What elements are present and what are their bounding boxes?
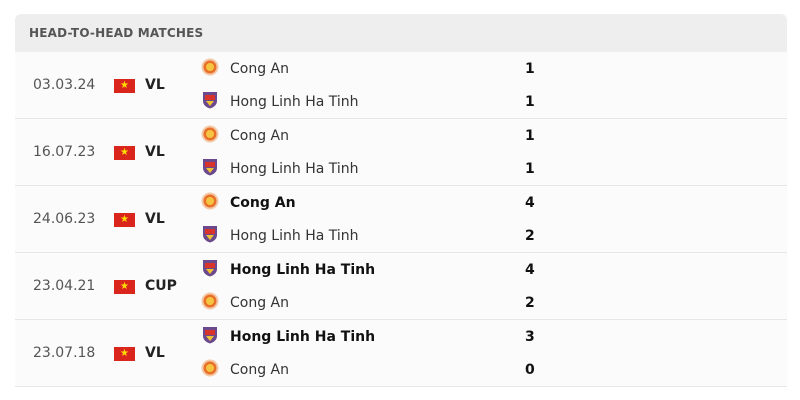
competition: CUP [145,278,177,294]
team-name: Cong An [230,60,290,77]
home-score: 4 [525,194,535,211]
match-date: 23.07.18 [33,345,96,361]
away-score: 2 [525,294,535,311]
match-row[interactable]: 03.03.24 ★ VL Cong An Hong Linh Ha Tinh 1… [15,52,787,119]
vietnam-flag-icon: ★ [114,146,135,160]
hong-linh-logo-icon [201,326,230,348]
team-away: Cong An [201,353,289,386]
team-name: Cong An [230,194,296,211]
home-score: 1 [525,127,535,144]
hong-linh-logo-icon [201,225,230,247]
team-name: Cong An [230,294,290,311]
home-score: 1 [525,60,535,77]
team-name: Hong Linh Ha Tinh [230,93,359,110]
team-away: Cong An [201,286,289,319]
hong-linh-logo-icon [201,91,230,113]
team-name: Hong Linh Ha Tinh [230,227,359,244]
team-away: Hong Linh Ha Tinh [201,85,359,118]
match-row[interactable]: 23.04.21 ★ CUP Hong Linh Ha Tinh Cong An … [15,253,787,320]
competition: VL [145,211,165,227]
cong-an-logo-icon [201,292,230,314]
team-home: Hong Linh Ha Tinh [201,253,375,286]
cong-an-logo-icon [201,125,230,147]
match-date: 03.03.24 [33,77,96,93]
team-name: Hong Linh Ha Tinh [230,261,376,278]
team-home: Cong An [201,186,296,219]
team-name: Cong An [230,127,290,144]
away-score: 0 [525,361,535,378]
match-row[interactable]: 24.06.23 ★ VL Cong An Hong Linh Ha Tinh 4… [15,186,787,253]
match-row[interactable]: 23.07.18 ★ VL Hong Linh Ha Tinh Cong An 3… [15,320,787,387]
match-date: 23.04.21 [33,278,96,294]
cong-an-logo-icon [201,192,230,214]
match-row[interactable]: 16.07.23 ★ VL Cong An Hong Linh Ha Tinh 1… [15,119,787,186]
away-score: 1 [525,160,535,177]
competition: VL [145,345,165,361]
team-home: Hong Linh Ha Tinh [201,320,375,353]
team-away: Hong Linh Ha Tinh [201,219,359,252]
hong-linh-logo-icon [201,259,230,281]
vietnam-flag-icon: ★ [114,213,135,227]
team-home: Cong An [201,52,289,85]
team-name: Hong Linh Ha Tinh [230,160,359,177]
cong-an-logo-icon [201,359,230,381]
competition: VL [145,144,165,160]
head-to-head-panel: HEAD-TO-HEAD MATCHES 03.03.24 ★ VL Cong … [15,14,787,387]
competition: VL [145,77,165,93]
home-score: 4 [525,261,535,278]
vietnam-flag-icon: ★ [114,280,135,294]
match-date: 16.07.23 [33,144,96,160]
team-name: Cong An [230,361,290,378]
hong-linh-logo-icon [201,158,230,180]
match-date: 24.06.23 [33,211,96,227]
team-home: Cong An [201,119,289,152]
vietnam-flag-icon: ★ [114,79,135,93]
home-score: 3 [525,328,535,345]
away-score: 1 [525,93,535,110]
team-name: Hong Linh Ha Tinh [230,328,376,345]
vietnam-flag-icon: ★ [114,347,135,361]
section-title: HEAD-TO-HEAD MATCHES [15,14,787,52]
away-score: 2 [525,227,535,244]
team-away: Hong Linh Ha Tinh [201,152,359,185]
cong-an-logo-icon [201,58,230,80]
